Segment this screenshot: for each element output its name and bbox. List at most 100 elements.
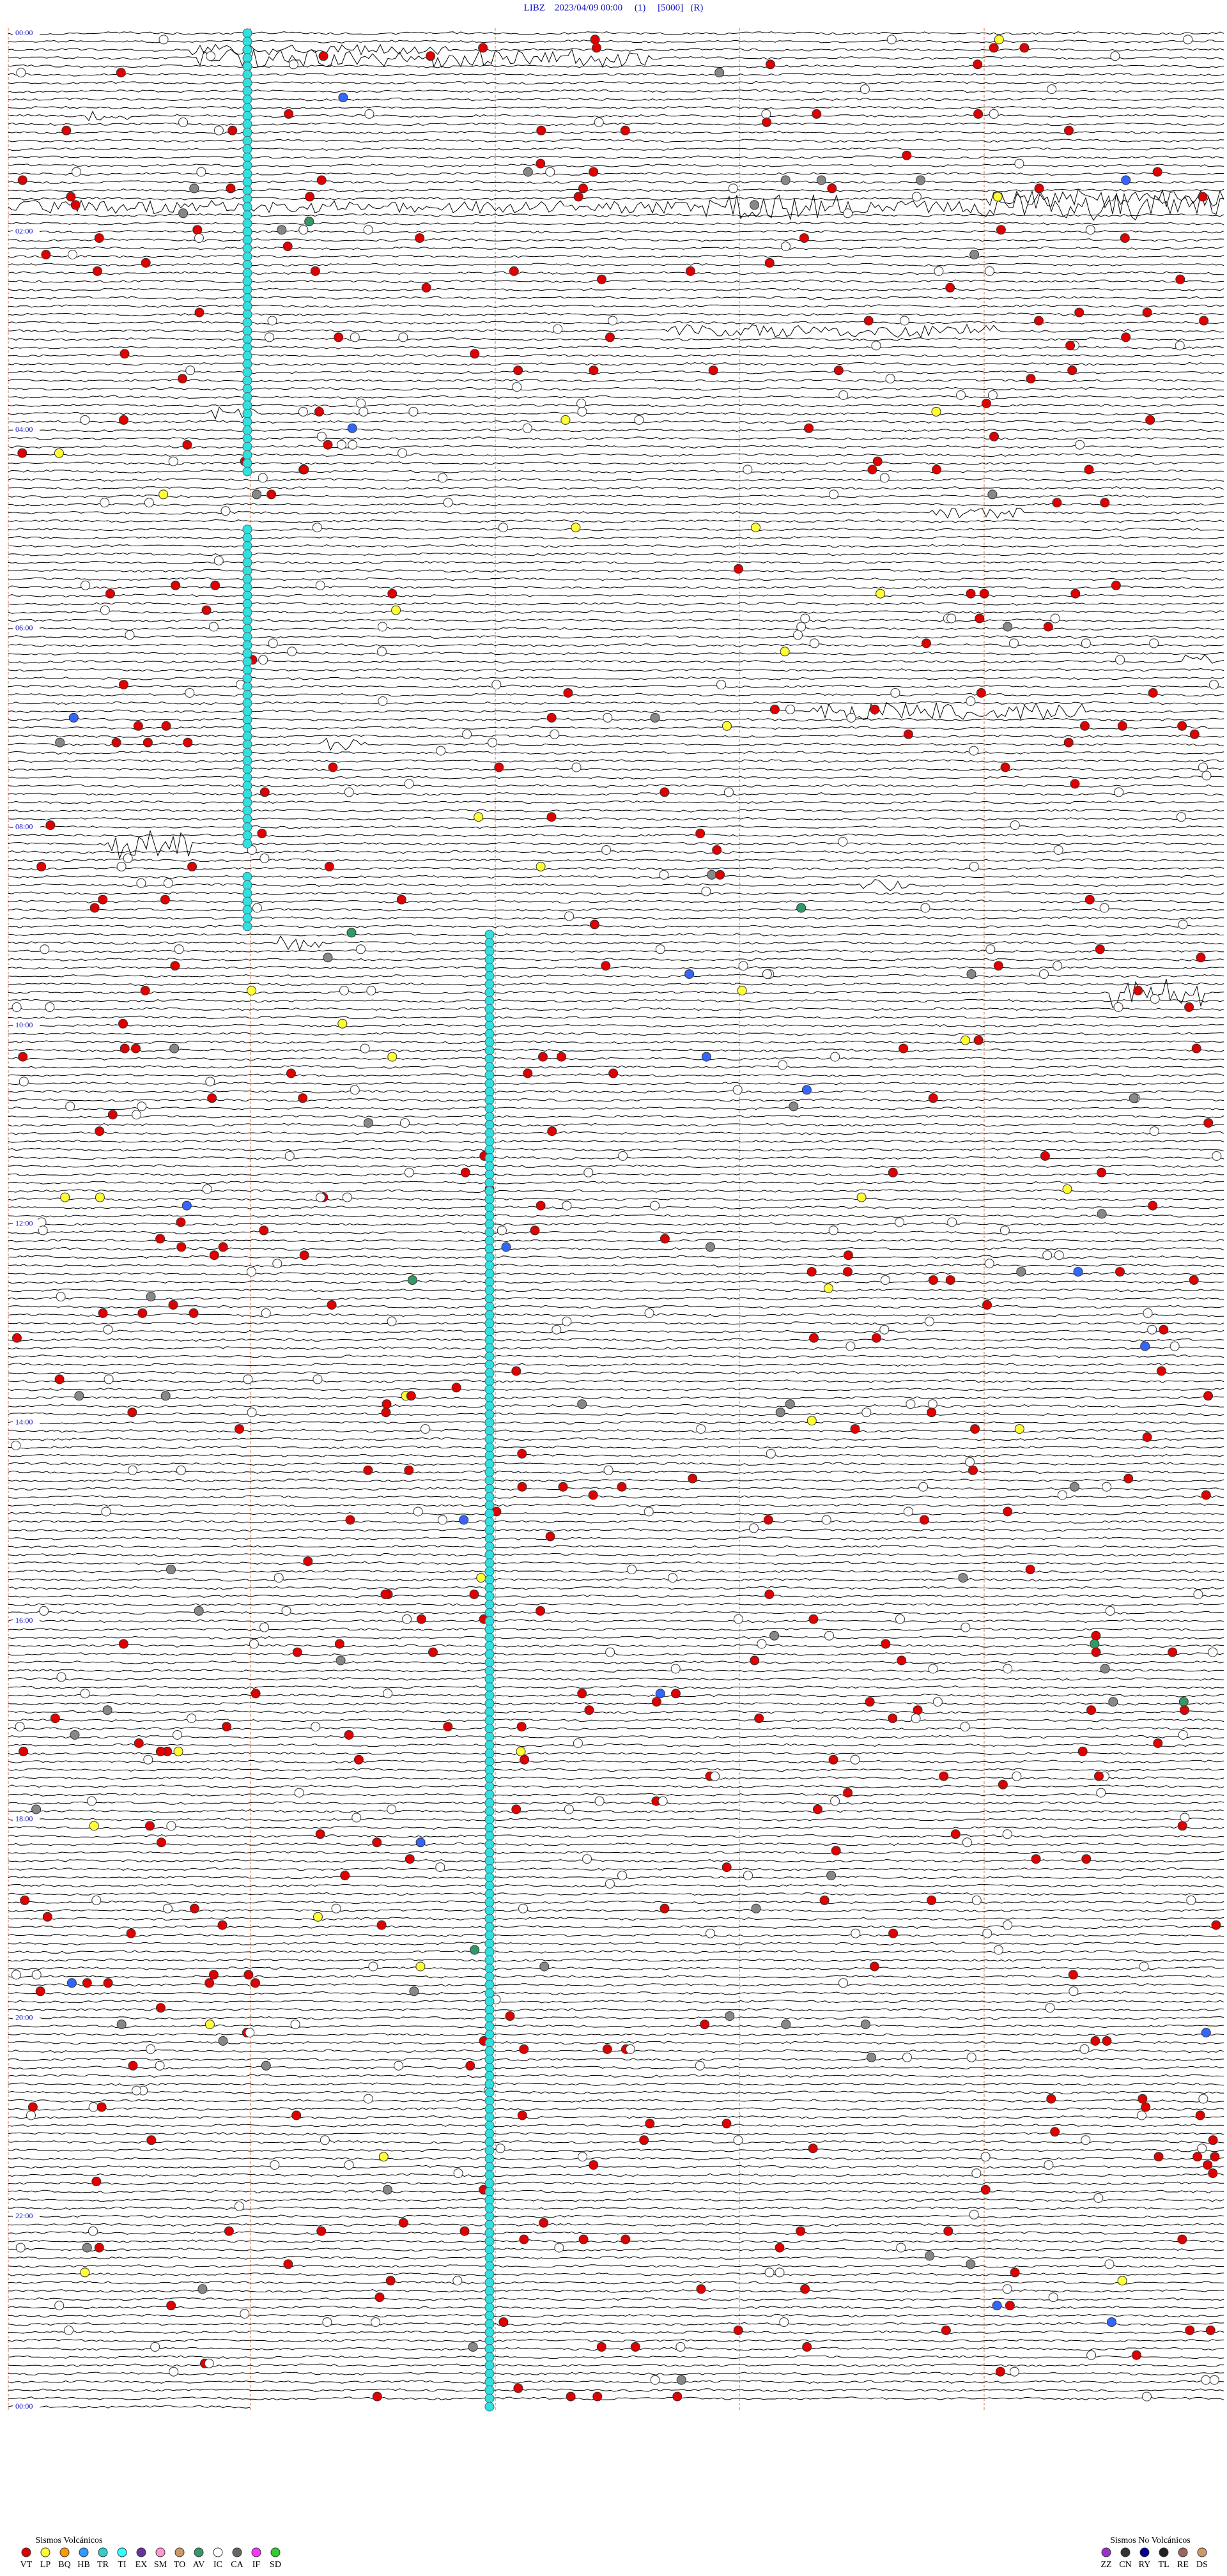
tremor-marker (484, 1873, 495, 1883)
seismic-trace (8, 1330, 1224, 1333)
time-label: 12:00 (15, 1219, 33, 1228)
event-marker (589, 167, 599, 177)
seismic-trace (8, 1172, 1224, 1177)
legend-swatch (59, 2547, 70, 2557)
event-marker (192, 225, 203, 235)
tremor-marker (484, 1277, 495, 1287)
tremor-marker (484, 971, 495, 981)
event-marker (985, 944, 996, 954)
event-marker (488, 737, 498, 747)
event-marker (218, 1242, 228, 1252)
event-marker (757, 1639, 767, 1649)
tremor-marker (484, 1045, 495, 1055)
event-marker (945, 1275, 955, 1285)
event-marker (871, 341, 881, 351)
event-marker (1139, 1961, 1149, 1972)
event-marker (1057, 1490, 1067, 1500)
event-marker (766, 59, 775, 70)
event-marker (102, 1705, 112, 1715)
event-marker (1114, 787, 1124, 797)
event-marker (880, 1275, 890, 1285)
event-marker (387, 1804, 397, 1814)
tremor-marker (242, 252, 252, 261)
event-marker (1034, 316, 1044, 326)
tremor-marker (242, 706, 252, 716)
event-marker (518, 1903, 528, 1913)
event-marker (911, 1713, 921, 1724)
seismic-trace (8, 2347, 1224, 2351)
event-marker (1169, 1341, 1180, 1351)
legend-code: BQ (58, 2560, 70, 2570)
tremor-marker (484, 1666, 495, 1676)
event-marker (20, 1895, 30, 1905)
event-marker (865, 1697, 875, 1707)
tremor-marker (484, 1112, 495, 1122)
event-marker (650, 712, 660, 723)
event-marker (601, 845, 612, 855)
seismic-trace (8, 1942, 1224, 1946)
legend-code: TO (174, 2560, 185, 2570)
seismic-trace (8, 337, 1224, 341)
event-marker (87, 1796, 96, 1806)
event-marker (435, 1862, 445, 1873)
seismic-trace (8, 2405, 251, 2409)
event-marker (968, 1465, 978, 1475)
event-marker (644, 1308, 654, 1318)
event-marker (946, 613, 957, 624)
event-marker (65, 1101, 75, 1112)
event-marker (100, 605, 110, 615)
event-marker (608, 316, 618, 326)
event-marker (415, 1837, 426, 1848)
tremor-marker (484, 1492, 495, 1502)
event-marker (120, 1043, 130, 1054)
seismic-trace (8, 1296, 1224, 1301)
seismic-trace (8, 924, 1224, 928)
event-marker (780, 647, 790, 657)
event-marker (1005, 2301, 1015, 2311)
event-marker (989, 431, 999, 441)
event-marker (1070, 779, 1080, 789)
seismic-trace (8, 759, 1224, 763)
event-marker (474, 812, 484, 822)
tremor-marker (484, 2360, 495, 2370)
tremor-marker (242, 789, 252, 799)
seismic-trace (8, 378, 1224, 383)
event-marker (660, 787, 670, 797)
event-marker (95, 1126, 105, 1137)
event-marker (1065, 341, 1076, 351)
tremor-marker (484, 1558, 495, 1568)
event-marker (833, 365, 844, 376)
seismic-trace (8, 935, 1224, 951)
event-marker (360, 1043, 370, 1054)
tremor-marker (484, 1607, 495, 1618)
tremor-marker (242, 772, 252, 783)
tremor-marker (484, 1897, 495, 1907)
tremor-marker (484, 1790, 495, 1800)
seismic-trace (8, 635, 1224, 639)
seismic-trace (8, 1123, 1224, 1127)
event-marker (156, 2003, 166, 2013)
seismic-trace (8, 2322, 1224, 2326)
event-marker (927, 1399, 938, 1409)
event-marker (105, 588, 115, 599)
event-marker (1009, 638, 1019, 648)
seismic-trace (8, 560, 1224, 565)
event-marker (696, 1424, 706, 1434)
seismic-trace (8, 254, 1224, 259)
tremor-marker (484, 2352, 495, 2362)
seismic-trace (8, 1537, 1224, 1540)
seismic-trace (8, 1388, 1224, 1392)
event-marker (800, 613, 810, 624)
event-marker (523, 167, 533, 177)
event-marker (1063, 737, 1074, 747)
event-marker (947, 1217, 957, 1227)
event-marker (204, 2358, 214, 2368)
event-marker (1145, 415, 1155, 425)
event-marker (989, 43, 999, 53)
legend-swatch (1197, 2547, 1207, 2557)
event-marker (54, 1374, 65, 1384)
tremor-marker (242, 309, 252, 319)
event-marker (761, 109, 771, 119)
event-marker (316, 175, 327, 185)
event-marker (54, 448, 64, 458)
